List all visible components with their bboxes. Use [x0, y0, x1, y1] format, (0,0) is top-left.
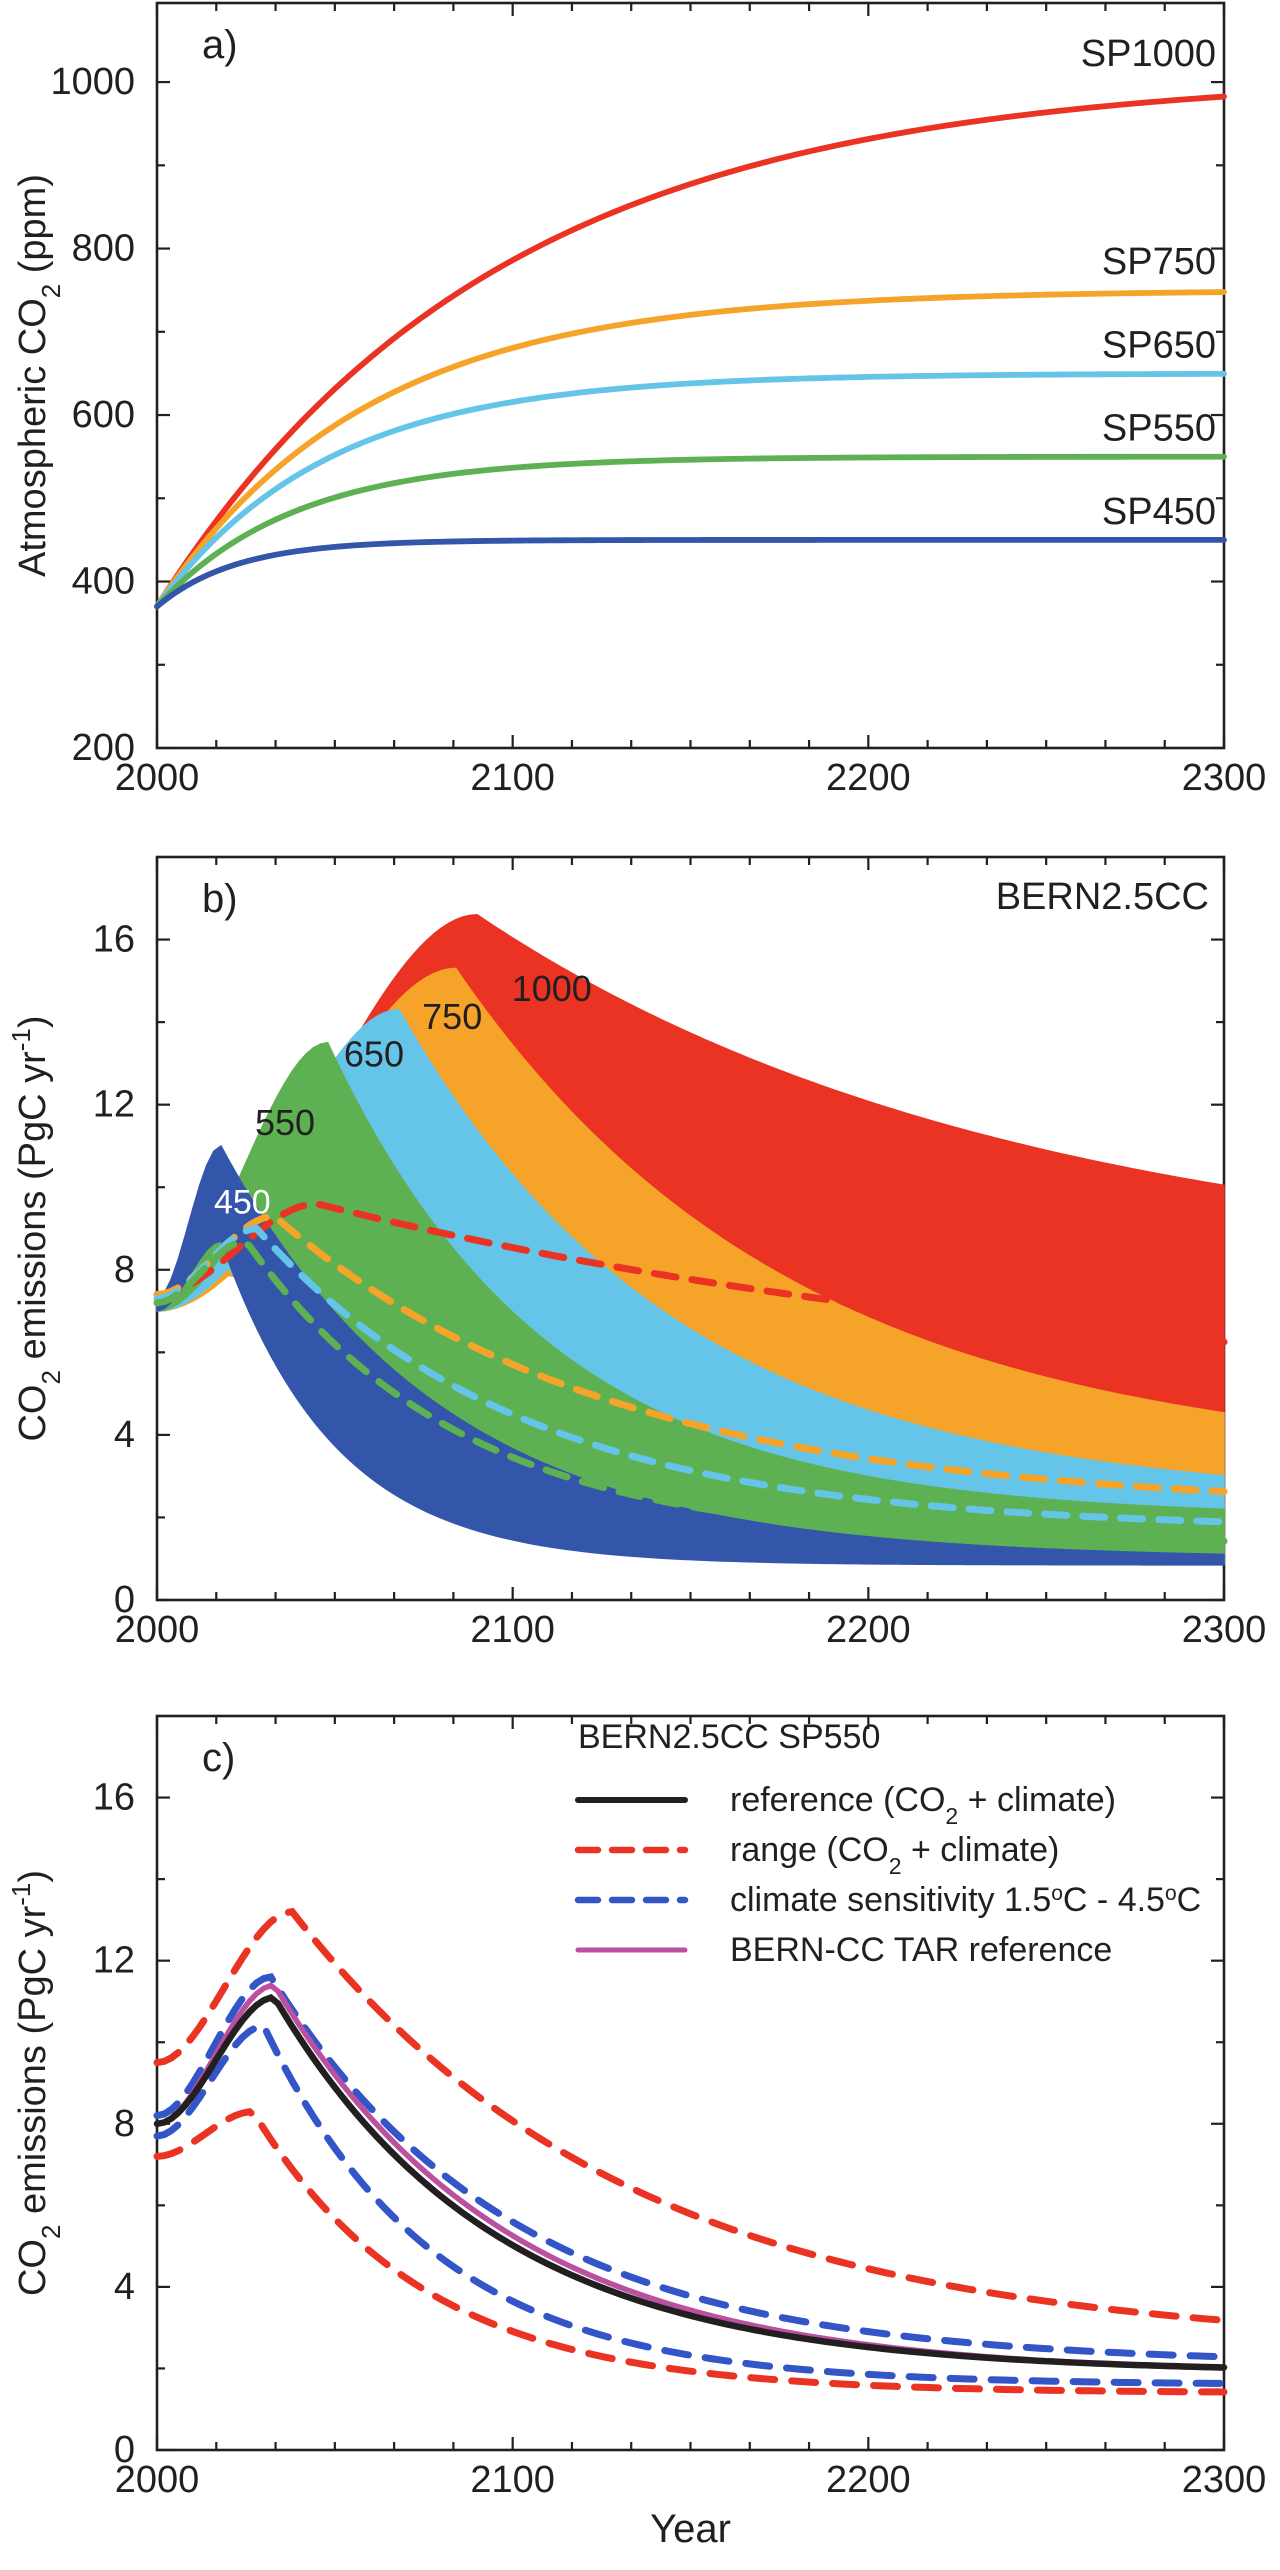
- svg-text:2300: 2300: [1182, 757, 1267, 799]
- svg-text:Year: Year: [650, 2507, 731, 2551]
- svg-text:2100: 2100: [470, 757, 555, 799]
- svg-text:a): a): [202, 23, 238, 67]
- svg-text:2000: 2000: [115, 1609, 200, 1651]
- svg-text:2100: 2100: [470, 2459, 555, 2501]
- svg-text:2000: 2000: [115, 2459, 200, 2501]
- svg-text:8: 8: [114, 2103, 135, 2145]
- svg-text:2300: 2300: [1182, 1609, 1267, 1651]
- svg-text:4: 4: [114, 2266, 135, 2308]
- svg-text:800: 800: [72, 228, 135, 270]
- svg-text:650: 650: [344, 1034, 404, 1075]
- svg-text:BERN2.5CC: BERN2.5CC: [996, 876, 1209, 918]
- svg-text:SP650: SP650: [1102, 324, 1216, 366]
- svg-text:1000: 1000: [50, 61, 135, 103]
- svg-text:16: 16: [93, 919, 135, 961]
- svg-text:1000: 1000: [512, 968, 592, 1009]
- svg-text:SP550: SP550: [1102, 408, 1216, 450]
- svg-text:400: 400: [72, 561, 135, 603]
- svg-text:2100: 2100: [470, 1609, 555, 1651]
- svg-text:16: 16: [93, 1777, 135, 1819]
- svg-text:450: 450: [214, 1184, 271, 1222]
- svg-text:2000: 2000: [115, 757, 200, 799]
- svg-text:2200: 2200: [826, 1609, 911, 1651]
- svg-text:b): b): [202, 877, 238, 921]
- svg-text:750: 750: [422, 996, 482, 1037]
- svg-text:12: 12: [93, 1940, 135, 1982]
- svg-text:BERN-CC TAR reference: BERN-CC TAR reference: [730, 1931, 1112, 1969]
- svg-text:SP750: SP750: [1102, 241, 1216, 283]
- svg-text:BERN2.5CC SP550: BERN2.5CC SP550: [578, 1718, 880, 1756]
- svg-text:2200: 2200: [826, 757, 911, 799]
- svg-text:600: 600: [72, 394, 135, 436]
- svg-text:8: 8: [114, 1249, 135, 1291]
- svg-text:2300: 2300: [1182, 2459, 1267, 2501]
- svg-text:climate sensitivity 1.5oC - 4.: climate sensitivity 1.5oC - 4.5oC: [730, 1881, 1201, 1919]
- svg-text:2200: 2200: [826, 2459, 911, 2501]
- svg-text:550: 550: [255, 1102, 315, 1143]
- svg-text:c): c): [202, 1736, 235, 1780]
- svg-text:12: 12: [93, 1084, 135, 1126]
- svg-text:SP450: SP450: [1102, 491, 1216, 533]
- svg-text:4: 4: [114, 1414, 135, 1456]
- svg-text:SP1000: SP1000: [1081, 33, 1216, 75]
